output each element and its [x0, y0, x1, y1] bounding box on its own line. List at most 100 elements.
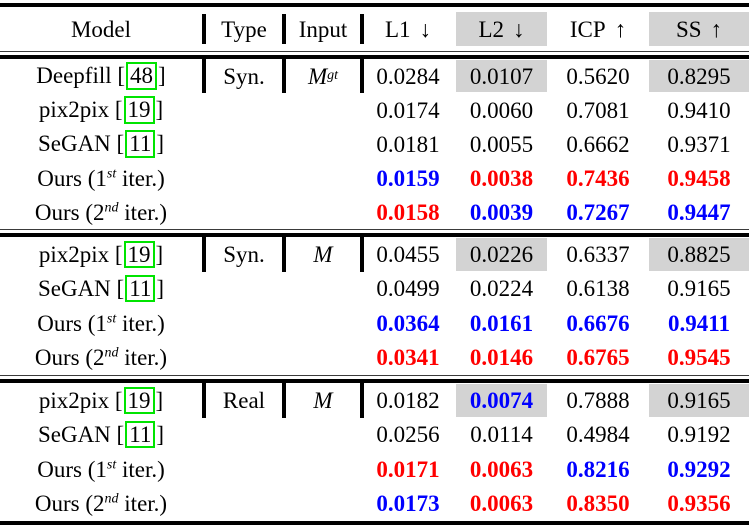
column-stripe [456, 238, 547, 271]
model-cell: Ours (1st iter.) [0, 161, 202, 195]
model-name: Ours (2nd iter.) [34, 199, 168, 225]
model-name: Ours (2nd iter.) [34, 345, 168, 371]
metric-cell: 0.9192 [667, 422, 731, 448]
model-name: pix2pix [19] [38, 96, 164, 124]
metric-cell: 0.0063 [469, 491, 534, 517]
header-input: Input [286, 18, 360, 41]
column-divider-bar [360, 383, 364, 418]
metric-cell: 0.0161 [469, 310, 534, 336]
header-model: Model [0, 18, 202, 41]
model-name: pix2pix [19] [38, 240, 164, 268]
metric-cell: 0.0173 [376, 491, 440, 517]
type-cell: Syn. [206, 237, 282, 272]
down-arrow-icon: ↓ [513, 16, 525, 42]
model-name: pix2pix [19] [38, 386, 164, 414]
metric-cell: 0.0159 [376, 165, 440, 191]
citation-link[interactable]: 11 [125, 421, 156, 449]
metric-cell: 0.0364 [376, 310, 440, 336]
model-cell: Ours (2nd iter.) [0, 341, 202, 376]
column-divider-bar [360, 237, 364, 272]
model-name: Deepfill [48] [36, 62, 166, 90]
type-label: Syn. [223, 63, 265, 89]
model-cell: Ours (2nd iter.) [0, 195, 202, 229]
header-ss: SS ↑ [649, 12, 749, 46]
metric-cell: 0.0146 [469, 345, 534, 371]
metric-cell: 0.0455 [376, 241, 440, 267]
metric-cell: 0.0171 [376, 456, 440, 482]
model-cell: Ours (2nd iter.) [0, 487, 202, 522]
metric-cell: 0.8825 [667, 241, 731, 267]
model-name: Ours (1st iter.) [37, 456, 165, 482]
metric-cell: 0.8295 [667, 63, 731, 89]
metric-cell: 0.7081 [566, 97, 630, 123]
metric-cell: 0.9447 [667, 199, 731, 225]
model-cell: SeGAN [11] [0, 418, 202, 453]
up-arrow-icon: ↑ [614, 16, 627, 42]
header-type-label: Type [221, 16, 267, 42]
metric-cell: 0.0055 [469, 131, 534, 157]
ordinal-superscript: st [106, 165, 117, 181]
ordinal-superscript: nd [104, 345, 119, 361]
table-bottom-border [0, 521, 749, 525]
input-cell: M [286, 237, 360, 272]
metric-cell: 0.0074 [469, 387, 534, 413]
metric-cell: 0.6765 [566, 345, 630, 371]
type-label: Real [222, 387, 266, 413]
up-arrow-icon: ↑ [710, 16, 723, 42]
metric-cell: 0.7436 [566, 165, 630, 191]
section-divider-rule [0, 51, 749, 59]
metric-cell: 0.0226 [469, 241, 534, 267]
model-name: Ours (1st iter.) [37, 165, 165, 191]
column-divider-bar [282, 59, 286, 93]
type-cell: Syn. [206, 59, 282, 93]
citation-link[interactable]: 19 [123, 240, 155, 268]
section-divider-rule [0, 375, 749, 383]
header-model-label: Model [70, 16, 132, 42]
input-label: M [307, 63, 328, 89]
metric-cell: 0.0174 [376, 97, 440, 123]
citation-link[interactable]: 19 [123, 96, 155, 124]
citation-link[interactable]: 19 [123, 386, 155, 414]
metric-cell: 0.0060 [469, 97, 534, 123]
column-stripe [456, 384, 547, 417]
metric-cell: 0.8350 [566, 491, 630, 517]
metric-cell: 0.9165 [667, 387, 731, 413]
metric-cell: 0.0038 [469, 165, 534, 191]
metric-cell: 0.9165 [667, 276, 731, 302]
column-divider-bar [360, 59, 364, 93]
column-divider-bar [282, 14, 286, 44]
column-stripe [649, 238, 749, 271]
metric-cell: 0.0158 [376, 199, 440, 225]
citation-link[interactable]: 11 [125, 275, 156, 303]
column-divider-bar [202, 59, 206, 93]
metric-cell: 0.0499 [376, 276, 440, 302]
header-input-label: Input [298, 16, 348, 42]
metric-cell: 0.9410 [667, 97, 731, 123]
column-divider-bar [282, 383, 286, 418]
metric-cell: 0.6337 [566, 241, 630, 267]
down-arrow-icon: ↓ [419, 16, 432, 42]
model-cell: pix2pix [19] [0, 93, 202, 127]
metric-cell: 0.9411 [668, 310, 730, 336]
citation-link[interactable]: 11 [125, 130, 156, 158]
ordinal-superscript: st [106, 457, 117, 473]
citation-link[interactable]: 48 [126, 62, 158, 90]
metric-cell: 0.7888 [566, 387, 630, 413]
metric-cell: 0.0063 [469, 456, 534, 482]
metric-cell: 0.9356 [667, 491, 731, 517]
model-cell: Ours (1st iter.) [0, 452, 202, 487]
metric-cell: 0.6138 [566, 276, 630, 302]
metric-cell: 0.0341 [376, 345, 440, 371]
model-name: SeGAN [11] [37, 130, 165, 158]
metric-cell: 0.9371 [667, 131, 731, 157]
model-cell: SeGAN [11] [0, 272, 202, 307]
header-icp-label: ICP [569, 16, 606, 42]
metric-cell: 0.6662 [566, 131, 630, 157]
header-type: Type [206, 18, 282, 41]
model-name: Ours (2nd iter.) [34, 491, 168, 517]
